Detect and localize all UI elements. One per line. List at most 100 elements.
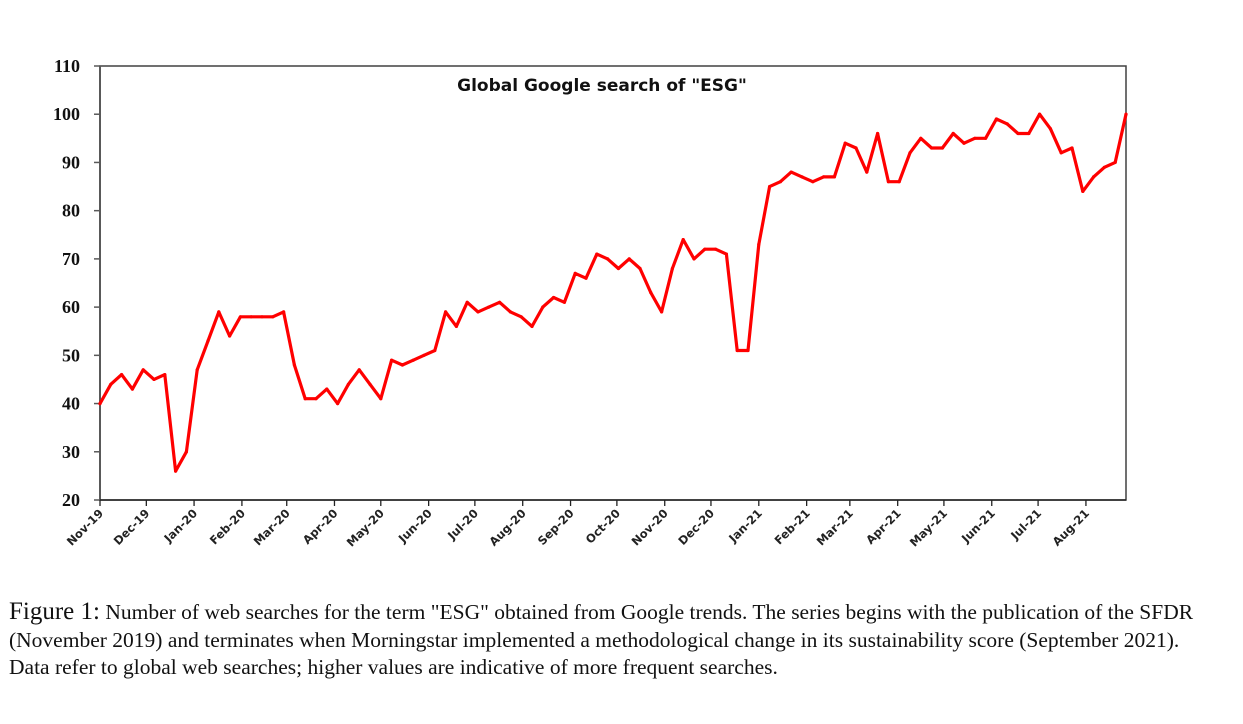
figure-caption: Figure 1: Number of web searches for the… (9, 598, 1209, 682)
data-point (778, 180, 783, 184)
data-point (1048, 127, 1052, 131)
data-point (336, 402, 340, 406)
data-point (843, 141, 847, 145)
x-tick-label: Oct-20 (583, 506, 623, 546)
data-point (184, 450, 188, 454)
data-point (508, 310, 512, 314)
data-point (768, 185, 772, 189)
y-tick-label: 20 (62, 490, 80, 510)
y-tick-label: 60 (62, 297, 80, 317)
data-point (973, 136, 977, 140)
data-point (908, 151, 912, 155)
data-point (940, 146, 945, 150)
data-point (519, 315, 523, 319)
x-tick-label: Mar-20 (251, 506, 293, 548)
data-point (487, 305, 491, 309)
data-point (573, 271, 577, 275)
data-point (411, 358, 415, 362)
data-point (930, 146, 934, 150)
x-tick-label: Apr-21 (863, 506, 904, 547)
data-point (109, 382, 113, 386)
data-point (854, 146, 858, 150)
x-tick-label: May-20 (344, 506, 387, 549)
data-point (476, 310, 480, 314)
y-tick-label: 100 (53, 104, 80, 124)
data-point (1102, 165, 1106, 169)
data-point (422, 353, 426, 357)
figure-label: Figure 1: (9, 598, 100, 625)
data-point (897, 180, 901, 184)
data-point (692, 257, 696, 261)
y-tick-label: 40 (62, 394, 80, 414)
x-tick-label: Nov-19 (64, 506, 106, 548)
data-point (368, 382, 372, 386)
data-point (292, 363, 296, 367)
series-line-esg (98, 112, 1128, 473)
data-point (703, 247, 707, 251)
y-tick-label: 30 (62, 442, 80, 462)
data-point (400, 363, 404, 367)
data-point (616, 266, 621, 271)
data-point (562, 300, 567, 304)
data-point (174, 469, 178, 473)
data-point (498, 300, 502, 304)
data-point (1081, 189, 1085, 193)
plot-frame (99, 65, 1127, 501)
data-point (130, 387, 134, 391)
x-tick-label: Dec-20 (675, 506, 717, 548)
data-point (951, 131, 955, 136)
data-point (584, 276, 588, 280)
data-point (1113, 160, 1117, 164)
data-point (606, 257, 610, 261)
data-point (1027, 131, 1031, 136)
y-tick-label: 70 (62, 249, 80, 269)
x-tick-label: Aug-20 (486, 506, 529, 549)
data-point (357, 368, 361, 372)
data-point (1124, 112, 1128, 116)
x-tick-label: Feb-20 (207, 506, 248, 547)
data-point (98, 402, 102, 406)
data-point (206, 339, 210, 343)
data-point (271, 315, 275, 319)
y-axis: 20 30 40 50 60 70 80 90 100 110 (53, 56, 101, 510)
data-point (314, 397, 318, 401)
x-tick-label: Dec-19 (111, 506, 153, 548)
data-point (994, 117, 999, 121)
y-tick-label: 50 (62, 345, 80, 365)
data-point (724, 252, 729, 256)
x-tick-label: Jul-20 (444, 506, 481, 543)
data-point (681, 238, 685, 242)
data-point (238, 315, 242, 319)
data-point (152, 377, 156, 381)
data-point (120, 373, 124, 377)
x-tick-label: Mar-21 (814, 506, 856, 548)
data-points (98, 112, 1128, 473)
data-point (638, 266, 642, 271)
data-point (195, 368, 199, 372)
chart-title: Global Google search of "ESG" (457, 76, 747, 96)
data-point (746, 348, 750, 353)
y-tick-label: 80 (62, 201, 80, 221)
data-point (552, 295, 556, 300)
data-point (530, 324, 534, 328)
data-point (217, 310, 221, 314)
x-tick-label: Jan-20 (161, 506, 201, 546)
data-point (465, 300, 469, 304)
data-point (811, 180, 815, 184)
data-point (260, 315, 264, 319)
data-point (735, 348, 739, 353)
data-point (865, 170, 869, 174)
data-point (325, 387, 329, 391)
data-point (757, 242, 761, 246)
data-point (822, 175, 826, 179)
data-point (886, 180, 891, 184)
data-point (390, 358, 394, 362)
data-point (282, 310, 286, 314)
data-point (649, 291, 653, 295)
x-tick-label: Nov-20 (629, 506, 671, 548)
x-tick-label: Jan-21 (725, 506, 765, 546)
data-point (660, 310, 664, 314)
x-tick-label: Jun-21 (958, 506, 998, 546)
data-point (876, 131, 880, 136)
